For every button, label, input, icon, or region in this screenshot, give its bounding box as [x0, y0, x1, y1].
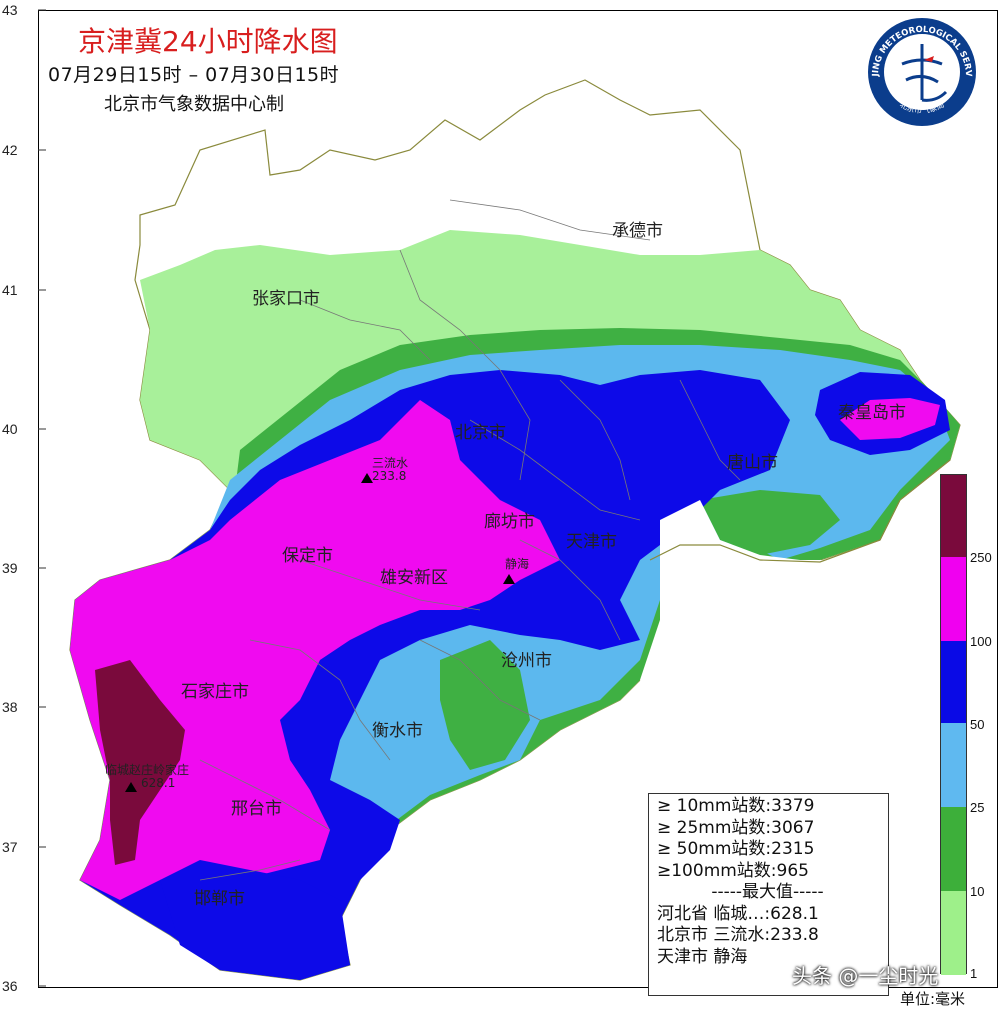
legend-tick: 10: [970, 884, 985, 899]
station-marker-sanliushui: [361, 473, 373, 483]
rain-100-250-qinhuangdao: [840, 398, 940, 440]
lat-label-37: 37: [2, 839, 18, 855]
stats-row: ≥ 50mm站数:2315: [657, 839, 815, 859]
rain-100-250: [70, 400, 560, 900]
legend-tick: 100: [970, 634, 992, 649]
legend-unit: 单位:毫米: [900, 990, 966, 1008]
bohai-sea: [640, 500, 960, 980]
legend-tick: 1: [970, 966, 978, 981]
station-marker-lincheng: [125, 782, 137, 792]
rain-10-25-patch: [440, 640, 530, 770]
stats-box: ≥ 10mm站数:3379 ≥ 25mm站数:3067 ≥ 50mm站数:231…: [648, 793, 889, 996]
station-name: 静海: [505, 557, 530, 571]
county-boundaries: [199, 199, 741, 881]
legend-tick: 250: [970, 550, 992, 565]
legend-tick: 50: [970, 717, 985, 732]
stats-max-row: 河北省 临城…:628.1: [657, 903, 819, 924]
stats-row: ≥ 25mm站数:3067: [657, 817, 815, 838]
city-label: 邢台市: [231, 799, 282, 819]
stats-max-title: -----最大值-----: [711, 882, 824, 902]
rain-50-100-handan: [160, 860, 350, 980]
city-label: 雄安新区: [380, 568, 448, 588]
map-title: 京津冀24小时降水图: [78, 25, 338, 58]
stats-row: ≥100mm站数:965: [657, 860, 809, 881]
lat-label-39: 39: [2, 560, 18, 576]
coastline: [649, 459, 951, 563]
station-name: 临城赵庄岭家庄: [105, 763, 190, 777]
legend-tick: 25: [970, 800, 985, 815]
station-label-lincheng: 临城赵庄岭家庄 628.1: [105, 764, 189, 790]
city-label: 沧州市: [501, 651, 552, 671]
city-label: 石家庄市: [181, 682, 249, 702]
city-label: 天津市: [566, 532, 617, 552]
map-maker: 北京市气象数据中心制: [104, 94, 284, 115]
stats-row: ≥ 10mm站数:3379: [657, 796, 815, 816]
station-name: 三流水: [372, 456, 409, 470]
lat-label-40: 40: [2, 421, 18, 437]
city-label: 邯郸市: [194, 889, 245, 909]
city-label: 保定市: [282, 546, 333, 566]
legend-seg-250: [941, 475, 966, 557]
watermark: 头条 @一尘时光: [792, 964, 939, 988]
stats-max-row: 北京市 三流水:233.8: [657, 925, 819, 945]
rain-10-25-patch-tangshan: [700, 490, 840, 555]
city-label: 秦皇岛市: [838, 403, 906, 423]
legend-seg-100: [941, 557, 966, 641]
legend-seg-10: [941, 807, 966, 891]
station-label-jinghai: 静海: [505, 558, 529, 571]
stats-max-row: 天津市 静海: [657, 946, 748, 967]
city-label: 衡水市: [372, 721, 423, 741]
lat-label-36: 36: [2, 978, 18, 994]
legend-colorbar: [940, 474, 967, 975]
city-label: 唐山市: [727, 453, 778, 473]
lat-label-42: 42: [2, 142, 18, 158]
legend-seg-25: [941, 723, 966, 807]
city-label: 廊坊市: [484, 512, 535, 532]
station-marker-jinghai: [503, 574, 515, 584]
rain-250-plus: [95, 660, 185, 865]
map-period: 07月29日15时 – 07月30日15时: [48, 64, 340, 86]
city-label: 承德市: [612, 221, 663, 241]
city-label: 北京市: [455, 423, 506, 443]
city-label: 张家口市: [252, 289, 320, 309]
legend-seg-50: [941, 641, 966, 723]
station-value: 233.8: [372, 469, 407, 483]
lat-label-41: 41: [2, 282, 18, 298]
station-value: 628.1: [141, 776, 176, 790]
logo-emblem-icon: [901, 44, 948, 102]
legend-seg-1: [941, 891, 966, 975]
lat-label-43: 43: [2, 2, 18, 18]
lat-label-38: 38: [2, 699, 18, 715]
station-label-sanliushui: 三流水 233.8: [372, 457, 408, 483]
beijing-meteorological-service-logo: BEIJING METEOROLOGICAL SERVICE 北京市气象局: [866, 16, 976, 126]
